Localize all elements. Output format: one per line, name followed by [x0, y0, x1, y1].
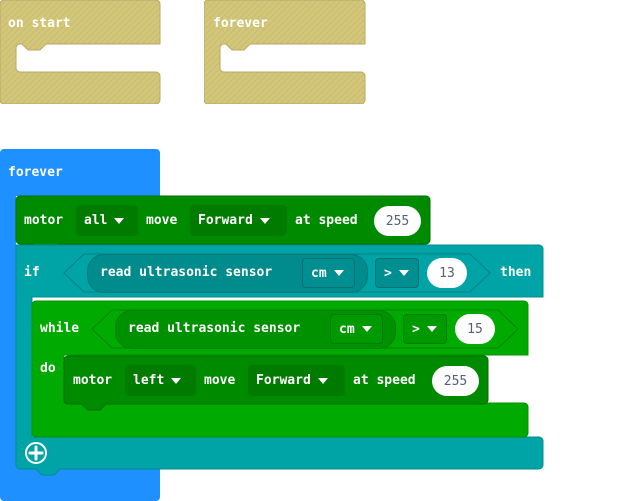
motor-select-value: all — [84, 213, 108, 228]
speed-input[interactable]: 255 — [374, 206, 421, 236]
operator-value: > — [412, 321, 420, 337]
unit-dropdown[interactable]: cm — [330, 314, 383, 344]
forever-label: forever — [8, 165, 63, 180]
motor-select-dropdown[interactable]: left — [125, 365, 196, 396]
forever-placeholder-block[interactable]: forever — [204, 0, 366, 104]
on-start-block-shape — [0, 0, 161, 104]
at-speed-label: at speed — [353, 373, 416, 388]
chevron-down-icon — [259, 217, 270, 224]
motor-select-value: left — [133, 373, 165, 388]
threshold-input[interactable]: 13 — [427, 258, 467, 288]
chevron-down-icon — [398, 270, 409, 276]
read-sensor-label: read ultrasonic sensor — [128, 321, 301, 336]
forever-placeholder-shape — [204, 0, 366, 104]
direction-value: Forward — [256, 373, 311, 388]
chevron-down-icon — [361, 326, 372, 332]
at-speed-label: at speed — [295, 213, 358, 228]
on-start-label: on start — [8, 16, 71, 31]
direction-dropdown[interactable]: Forward — [248, 365, 345, 396]
operator-dropdown[interactable]: > — [403, 314, 447, 344]
on-start-placeholder-block[interactable]: on start — [0, 0, 161, 104]
chevron-down-icon — [114, 217, 125, 224]
operator-value: > — [384, 265, 392, 281]
read-sensor-label: read ultrasonic sensor — [100, 265, 273, 280]
move-label: move — [146, 213, 178, 228]
move-label: move — [204, 373, 236, 388]
do-label: do — [40, 361, 56, 376]
threshold-input[interactable]: 15 — [455, 314, 495, 344]
chevron-down-icon — [426, 326, 437, 332]
motor-label: motor — [73, 373, 113, 388]
operator-dropdown[interactable]: > — [375, 258, 419, 288]
forever-placeholder-label: forever — [213, 16, 268, 31]
forever-block[interactable]: forever motor all move Forward at speed … — [0, 148, 644, 501]
motor-select-dropdown[interactable]: all — [76, 205, 138, 236]
chevron-down-icon — [171, 377, 182, 384]
direction-value: Forward — [198, 213, 253, 228]
plus-circle-icon[interactable] — [24, 441, 48, 465]
chevron-down-icon — [333, 270, 344, 276]
direction-dropdown[interactable]: Forward — [190, 205, 287, 236]
unit-value: cm — [339, 321, 355, 337]
unit-value: cm — [311, 265, 327, 281]
motor-label: motor — [24, 213, 64, 228]
if-label: if — [24, 265, 40, 280]
while-label: while — [40, 321, 80, 336]
then-label: then — [500, 265, 532, 280]
unit-dropdown[interactable]: cm — [302, 258, 355, 288]
speed-input[interactable]: 255 — [432, 366, 479, 396]
chevron-down-icon — [317, 377, 328, 384]
